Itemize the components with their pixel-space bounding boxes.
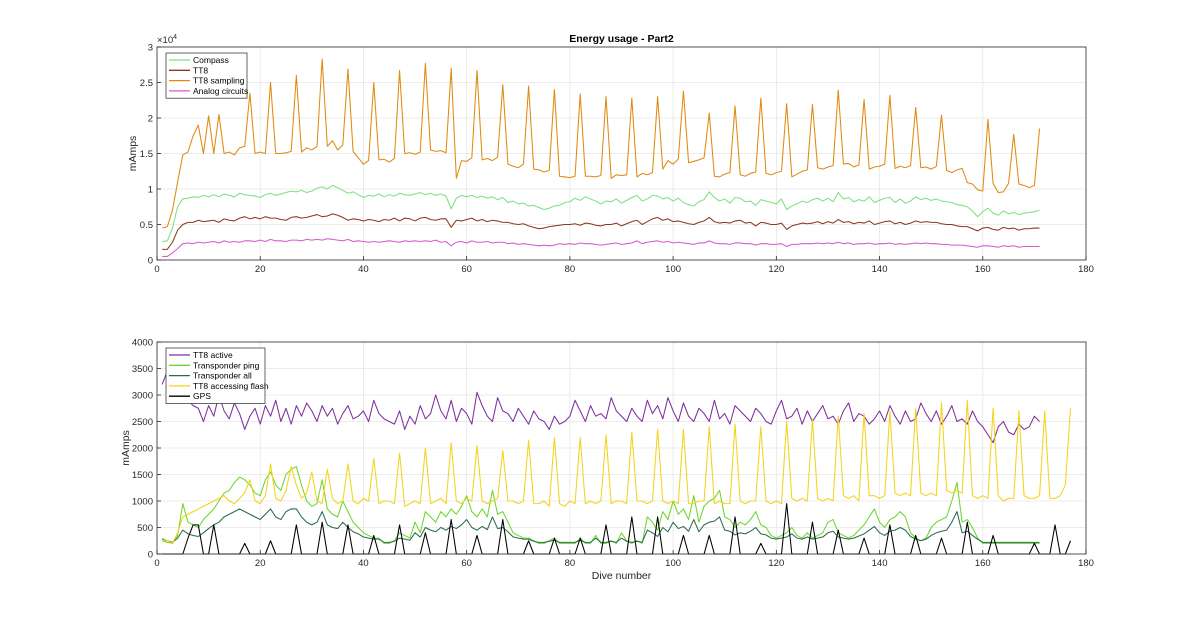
x-tick-label: 20 xyxy=(255,264,266,275)
legend-label-tt8-sampling: TT8 sampling xyxy=(193,76,245,86)
x-tick-label: 80 xyxy=(565,264,576,275)
y-tick-label: 1.5 xyxy=(140,149,153,160)
x-tick-label: 60 xyxy=(461,558,472,569)
y-exponent-power: 4 xyxy=(173,34,177,41)
x-axis-label-bottom: Dive number xyxy=(592,570,652,582)
y-axis-label-top: mAmps xyxy=(127,136,139,172)
legend-label-transponder-ping: Transponder ping xyxy=(193,360,260,370)
x-ticks-top: 0 20 40 60 80 100 120 140 160 180 xyxy=(154,264,1094,275)
x-tick-label: 100 xyxy=(665,558,681,569)
legend-label-tt8-accessing-flash: TT8 accessing flash xyxy=(193,381,269,391)
y-tick-label: 4000 xyxy=(132,338,153,349)
y-tick-label: 1 xyxy=(148,185,153,196)
series-line-transponder-ping xyxy=(162,466,1040,544)
x-tick-label: 20 xyxy=(255,558,266,569)
y-tick-label: 3000 xyxy=(132,391,153,402)
y-tick-label: 0 xyxy=(148,550,153,561)
y-ticks-bottom: 0 500 1000 1500 2000 2500 3000 3500 4000 xyxy=(132,338,153,561)
y-tick-label: 2.5 xyxy=(140,78,153,89)
x-tick-label: 0 xyxy=(154,264,159,275)
energy-usage-top-plot: 0 20 40 60 80 100 120 140 160 180 0 0.5 1 1.5 2 2.5 3 E… xyxy=(127,33,1094,275)
grid-bottom xyxy=(157,342,1086,554)
legend-label-gps: GPS xyxy=(193,391,211,401)
energy-usage-bottom-plot: 0 20 40 60 80 100 120 140 160 180 0 500 1000 1500 200… xyxy=(120,338,1094,583)
x-tick-label: 180 xyxy=(1078,264,1094,275)
x-tick-label: 160 xyxy=(975,264,991,275)
x-tick-label: 0 xyxy=(154,558,159,569)
y-ticks-top: 0 0.5 1 1.5 2 2.5 3 xyxy=(140,43,153,267)
y-tick-label: 1500 xyxy=(132,470,153,481)
y-tick-label: 0.5 xyxy=(140,220,153,231)
legend-label-tt8-active: TT8 active xyxy=(193,350,233,360)
x-tick-label: 40 xyxy=(358,558,369,569)
x-tick-label: 140 xyxy=(872,264,888,275)
y-tick-label: 3500 xyxy=(132,364,153,375)
series-line-tt8 xyxy=(162,213,1040,250)
series-line-tt8-sampling xyxy=(162,58,1041,229)
y-exponent-base: ×10 xyxy=(157,35,173,46)
y-tick-label: 2500 xyxy=(132,417,153,428)
legend-label-tt8: TT8 xyxy=(193,65,208,75)
legend-label-analog-circuits: Analog circuits xyxy=(193,86,248,96)
legend-label-compass: Compass xyxy=(193,55,229,65)
series-line-compass xyxy=(162,184,1040,243)
series-line-tt8-active xyxy=(161,370,1040,444)
x-tick-label: 80 xyxy=(565,558,576,569)
grid-top xyxy=(157,47,1086,260)
x-tick-label: 40 xyxy=(358,264,369,275)
series-line-analog-circuits xyxy=(162,238,1040,257)
y-tick-label: 1000 xyxy=(132,497,153,508)
y-tick-label: 0 xyxy=(148,256,153,267)
x-ticks-bottom: 0 20 40 60 80 100 120 140 160 180 xyxy=(154,558,1094,569)
series-top xyxy=(162,58,1041,257)
series-line-transponder-all xyxy=(162,508,1040,543)
x-tick-label: 180 xyxy=(1078,558,1094,569)
y-axis-label-bottom: mAmps xyxy=(120,430,132,466)
x-tick-label: 160 xyxy=(975,558,991,569)
y-exponent-label: ×104 xyxy=(157,34,177,46)
y-tick-label: 2000 xyxy=(132,444,153,455)
y-tick-label: 2 xyxy=(148,114,153,125)
x-tick-label: 120 xyxy=(768,558,784,569)
x-tick-label: 100 xyxy=(665,264,681,275)
x-tick-label: 60 xyxy=(461,264,472,275)
x-tick-label: 140 xyxy=(872,558,888,569)
y-tick-label: 3 xyxy=(148,43,153,54)
x-tick-label: 120 xyxy=(768,264,784,275)
series-line-tt8-accessing-flash xyxy=(161,399,1072,544)
y-tick-label: 500 xyxy=(137,523,153,534)
legend-label-transponder-all: Transponder all xyxy=(193,371,252,381)
chart-title: Energy usage - Part2 xyxy=(569,33,674,45)
